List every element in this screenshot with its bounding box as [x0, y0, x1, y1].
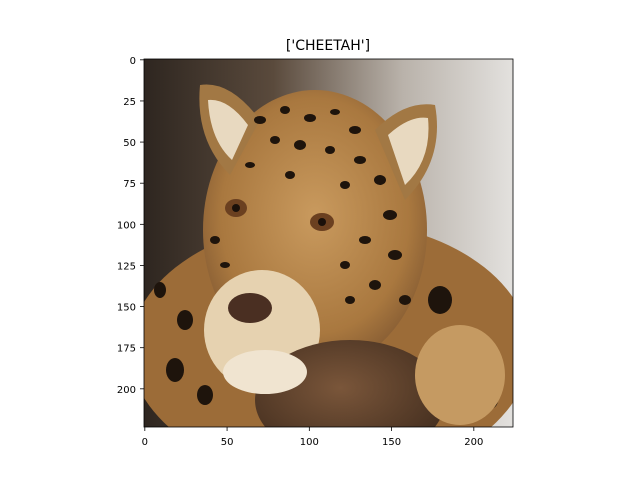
log [255, 340, 445, 427]
jaguar-photo [144, 59, 513, 427]
x-tick-label: 150 [382, 437, 401, 448]
x-tick-label: 200 [464, 437, 483, 448]
x-axis: 0 50 100 150 200 [142, 427, 483, 448]
y-tick-label: 0 [130, 56, 136, 67]
chart-title: ['CHEETAH'] [286, 38, 370, 54]
y-axis: 0 25 50 75 100 125 150 175 200 [117, 56, 144, 396]
y-tick-label: 75 [123, 179, 136, 190]
y-tick-label: 50 [123, 138, 136, 149]
y-tick-label: 100 [117, 220, 136, 231]
y-tick-label: 125 [117, 261, 136, 272]
y-tick-label: 150 [117, 303, 136, 314]
x-tick-label: 100 [300, 437, 319, 448]
x-tick-label: 50 [221, 437, 234, 448]
y-tick-label: 200 [117, 385, 136, 396]
plot-frame [143, 58, 514, 428]
y-tick-label: 25 [123, 97, 136, 108]
y-tick-label: 175 [117, 344, 136, 355]
x-tick-label: 0 [142, 437, 148, 448]
